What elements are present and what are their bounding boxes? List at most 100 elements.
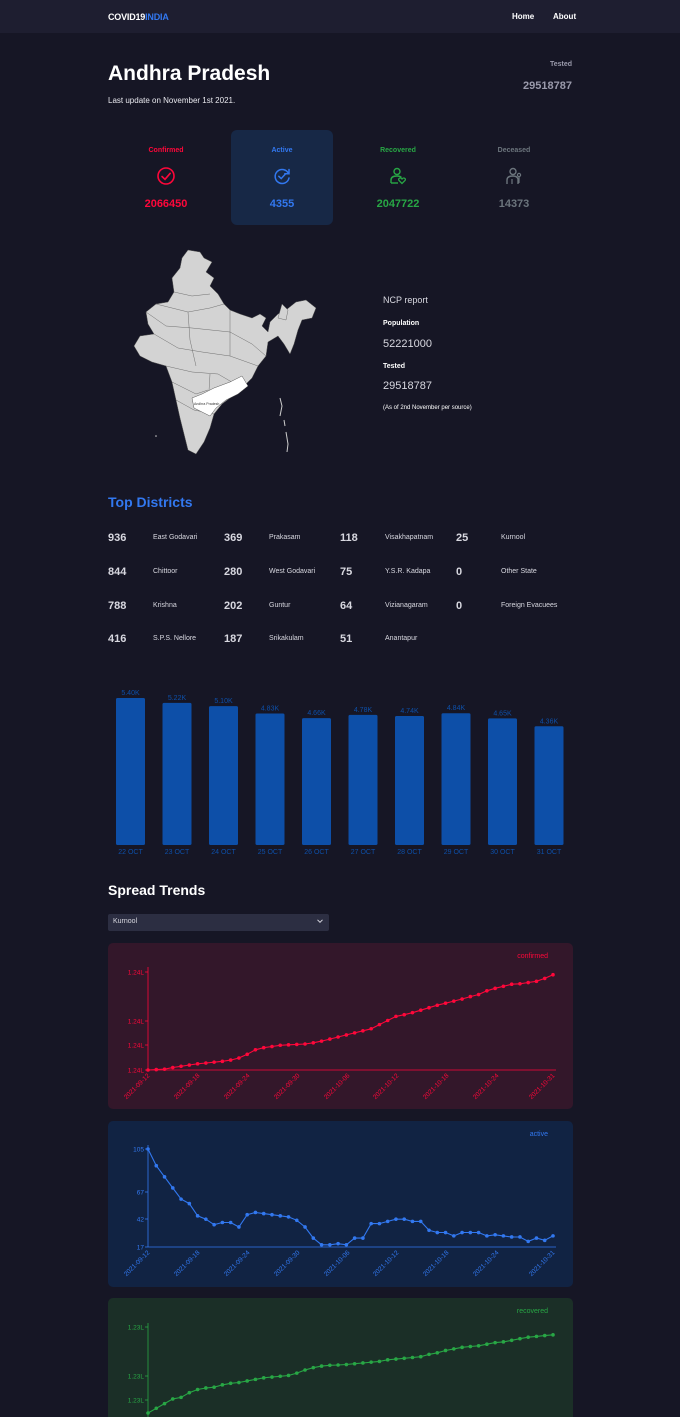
bar [488, 718, 517, 845]
trend-point [179, 1197, 183, 1201]
district-name[interactable]: Prakasam [269, 534, 301, 541]
trend-point [220, 1383, 225, 1387]
district-name[interactable]: Chittoor [153, 568, 178, 575]
y-tick-label: 105 [133, 1147, 144, 1154]
active-trend-chart: active 17 42 67 105 2021-09-12 2021-09-18 2021-… [123, 1131, 557, 1278]
district-name[interactable]: Vizianagaram [385, 602, 428, 609]
trend-point [286, 1043, 291, 1047]
top-districts-title: Top Districts [108, 494, 193, 510]
trend-point [526, 980, 531, 985]
district-name[interactable]: Krishna [153, 602, 177, 609]
trend-point [518, 1235, 522, 1239]
bar-data-label: 4.65K [493, 710, 512, 717]
y-tick-label: 1.24L [128, 1043, 145, 1050]
trend-point [361, 1361, 365, 1365]
bar-category-label: 24 OCT [211, 849, 236, 856]
trend-point [228, 1058, 233, 1062]
person-heart-icon [390, 167, 407, 185]
district-name[interactable]: East Godavari [153, 534, 198, 541]
bar-data-label: 5.10K [214, 698, 233, 705]
trend-point [170, 1397, 175, 1401]
trend-point [369, 1026, 373, 1031]
district-name[interactable]: Anantapur [385, 635, 418, 642]
trend-point [303, 1225, 307, 1229]
trend-point [253, 1210, 258, 1215]
trend-point [195, 1214, 200, 1218]
trend-point [542, 976, 547, 981]
trend-point [278, 1214, 283, 1218]
trend-point [328, 1363, 332, 1368]
trend-point [294, 1218, 299, 1223]
stat-confirmed[interactable]: Confirmed 2066450 [115, 130, 217, 225]
district-select[interactable]: Kurnool [108, 914, 329, 931]
trend-point [551, 1333, 555, 1337]
y-tick-label: 1.23L [128, 1398, 145, 1405]
nav-home-link[interactable]: Home [512, 12, 535, 21]
district-name[interactable]: West Godavari [269, 568, 316, 575]
recovered-trend-chart: recovered 1.23L 1.23L 1.23L [128, 1308, 555, 1417]
trend-point [319, 1242, 324, 1247]
trend-point [303, 1042, 307, 1046]
trend-point [377, 1221, 382, 1226]
trend-point [311, 1040, 316, 1045]
trend-point [526, 1239, 531, 1244]
trend-point [204, 1386, 208, 1390]
stat-label: Recovered [380, 147, 416, 154]
trend-point [179, 1395, 183, 1400]
trend-point [402, 1012, 407, 1017]
map-highlight-andhra-pradesh[interactable] [191, 375, 249, 417]
trend-point [220, 1220, 225, 1225]
bar-data-label: 4.36K [540, 718, 559, 725]
population-value: 52221000 [383, 338, 432, 350]
x-tick-label: 2021-10-12 [372, 1072, 401, 1101]
trend-point [468, 1230, 473, 1235]
trend-point [534, 1334, 539, 1339]
y-tick-label: 1.24L [128, 1019, 145, 1026]
bar-category-label: 25 OCT [258, 849, 283, 856]
trend-point [361, 1029, 365, 1033]
district-name[interactable]: Kurnool [501, 534, 526, 541]
population-label: Population [383, 320, 420, 327]
trend-point [204, 1217, 208, 1221]
trend-point [311, 1236, 316, 1240]
bar-data-label: 4.83K [261, 706, 280, 713]
trend-point [361, 1236, 365, 1240]
stat-value: 14373 [498, 198, 530, 210]
district-name[interactable]: Y.S.R. Kadapa [385, 568, 431, 575]
trend-point [410, 1219, 415, 1224]
trend-point [501, 984, 506, 989]
nav-about-link[interactable]: About [553, 12, 577, 21]
trend-point [385, 1018, 390, 1023]
trend-point [344, 1242, 349, 1247]
trend-point [253, 1377, 258, 1382]
district-select-value: Kurnool [113, 918, 138, 925]
bar [395, 715, 424, 845]
trend-point [369, 1221, 373, 1226]
district-name[interactable]: Guntur [269, 602, 291, 609]
trend-point [418, 1354, 423, 1359]
trend-point [261, 1211, 266, 1216]
trend-point [402, 1217, 407, 1221]
district-name[interactable]: S.P.S. Nellore [153, 635, 197, 642]
x-tick-label: 2021-09-30 [273, 1072, 302, 1101]
district-name[interactable]: Visakhapatnam [385, 534, 434, 541]
trend-point [154, 1067, 159, 1072]
trend-point [311, 1365, 316, 1370]
site-logo[interactable]: COVID19INDIA [108, 12, 169, 22]
district-name[interactable]: Foreign Evacuees [501, 602, 558, 609]
district-name[interactable]: Srikakulam [269, 635, 304, 642]
bar-category-label: 28 OCT [397, 849, 422, 856]
trend-point [212, 1385, 216, 1389]
trend-point [303, 1368, 307, 1372]
stat-active[interactable]: Active 4355 [231, 130, 333, 225]
stat-deceased[interactable]: Deceased 14373 [463, 130, 565, 225]
trend-point [493, 1340, 497, 1345]
y-tick-label: 1.24L [128, 1068, 145, 1075]
trend-line [147, 1148, 554, 1246]
district-name[interactable]: Other State [501, 568, 537, 575]
stat-recovered[interactable]: Recovered 2047722 [347, 130, 449, 225]
daily-bar-chart: 5.40K 22 OCT 5.22K 23 OCT 5.10K 24 OCT 4.83K 25… [116, 690, 564, 856]
trend-point [336, 1363, 340, 1367]
ncp-tested-label: Tested [383, 363, 406, 370]
